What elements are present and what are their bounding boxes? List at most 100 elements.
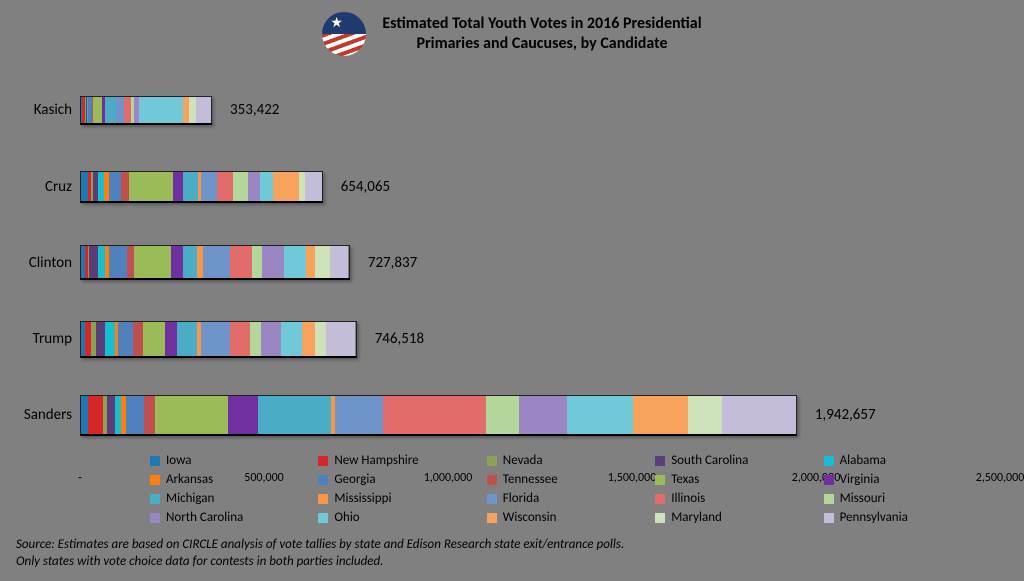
bar-segment xyxy=(129,172,173,201)
legend-item: Ohio xyxy=(318,508,478,527)
legend-swatch xyxy=(318,513,328,523)
bar-segment xyxy=(722,396,796,434)
legend-item: Pennsylvania xyxy=(824,508,984,527)
legend-item: Wisconsin xyxy=(487,508,647,527)
legend-swatch xyxy=(655,456,665,466)
legend-item: Virginia xyxy=(824,470,984,489)
bar-segment xyxy=(230,322,250,356)
bar-row-sanders: Sanders1,942,657 xyxy=(80,396,1000,434)
bar-segment xyxy=(109,246,127,278)
plot-area: Kasich353,422Cruz654,065Clinton727,837Tr… xyxy=(80,80,1000,461)
legend-label: Virginia xyxy=(840,472,880,487)
legend-swatch xyxy=(487,513,497,523)
legend-swatch xyxy=(318,475,328,485)
legend-swatch xyxy=(318,456,328,466)
bar-segment xyxy=(633,396,688,434)
legend-label: Wisconsin xyxy=(503,510,557,525)
legend-label: Arkansas xyxy=(166,472,213,487)
legend-label: Mississippi xyxy=(334,491,391,506)
stacked-bar xyxy=(80,395,797,436)
bar-segment xyxy=(133,322,143,356)
legend-item: Texas xyxy=(655,470,815,489)
bar-segment xyxy=(155,396,229,434)
bar-row-trump: Trump746,518 xyxy=(80,322,1000,356)
legend-item: Nevada xyxy=(487,451,647,470)
bar-segment xyxy=(260,172,273,201)
bar-segment xyxy=(688,396,722,434)
bar-row-clinton: Clinton727,837 xyxy=(80,247,1000,279)
bar-segment xyxy=(134,246,171,278)
bar-segment xyxy=(183,246,198,278)
bar-segment xyxy=(262,246,284,278)
bar-segment xyxy=(107,396,114,434)
candidate-label: Trump xyxy=(33,330,80,348)
legend: IowaNew HampshireNevadaSouth CarolinaAla… xyxy=(150,451,984,527)
bar-segment xyxy=(258,396,332,434)
bar-segment xyxy=(228,396,257,434)
legend-label: Georgia xyxy=(334,472,375,487)
bar-segment xyxy=(109,172,121,201)
total-label: 654,065 xyxy=(323,178,390,196)
bar-segment xyxy=(173,172,183,201)
bar-segment xyxy=(165,322,177,356)
bar-segment xyxy=(124,97,131,123)
total-label: 353,422 xyxy=(212,101,279,119)
legend-label: Texas xyxy=(671,472,699,487)
chart-container: Estimated Total Youth Votes in 2016 Pres… xyxy=(0,0,1024,581)
bar-segment xyxy=(81,396,88,434)
bar-segment xyxy=(116,97,124,123)
bar-segment xyxy=(330,246,348,278)
bar-segment xyxy=(233,172,248,201)
legend-label: Florida xyxy=(503,491,539,506)
legend-item: North Carolina xyxy=(150,508,310,527)
legend-label: Illinois xyxy=(671,491,705,506)
legend-swatch xyxy=(150,513,160,523)
bar-row-cruz: Cruz654,065 xyxy=(80,172,1000,201)
bar-segment xyxy=(383,396,486,434)
candidate-label: Clinton xyxy=(29,254,80,272)
bar-segment xyxy=(177,322,197,356)
circle-logo xyxy=(322,12,366,56)
bar-segment xyxy=(98,246,105,278)
legend-label: Tennessee xyxy=(503,472,558,487)
legend-label: Michigan xyxy=(166,491,214,506)
bar-segment xyxy=(196,97,211,123)
candidate-label: Cruz xyxy=(45,178,80,196)
title-line-1: Estimated Total Youth Votes in 2016 Pres… xyxy=(382,14,701,33)
legend-swatch xyxy=(150,456,160,466)
legend-label: Alabama xyxy=(840,453,886,468)
legend-swatch xyxy=(655,494,665,504)
title-line-2: Primaries and Caucuses, by Candidate xyxy=(416,34,667,53)
legend-item: New Hampshire xyxy=(318,451,478,470)
bar-segment xyxy=(305,172,322,201)
bar-segment xyxy=(105,322,115,356)
bar-segment xyxy=(88,396,103,434)
legend-item: Illinois xyxy=(655,489,815,508)
source-text: Source: Estimates are based on CIRCLE an… xyxy=(16,536,624,571)
bar-segment xyxy=(250,322,261,356)
stacked-bar xyxy=(80,96,212,125)
legend-swatch xyxy=(487,456,497,466)
legend-label: South Carolina xyxy=(671,453,748,468)
bar-segment xyxy=(284,246,306,278)
bar-segment xyxy=(201,172,217,201)
legend-item: Florida xyxy=(487,489,647,508)
legend-swatch xyxy=(655,475,665,485)
bar-segment xyxy=(81,172,88,201)
legend-swatch xyxy=(824,475,834,485)
legend-swatch xyxy=(655,513,665,523)
source-line-2: Only states with vote choice data for co… xyxy=(16,554,383,569)
legend-item: Mississippi xyxy=(318,489,478,508)
legend-label: Pennsylvania xyxy=(840,510,908,525)
legend-swatch xyxy=(824,494,834,504)
bar-segment xyxy=(273,172,299,201)
bar-segment xyxy=(183,172,198,201)
bar-segment xyxy=(89,246,98,278)
bar-segment xyxy=(144,396,154,434)
bar-segment xyxy=(201,322,230,356)
legend-item: Georgia xyxy=(318,470,478,489)
legend-item: Maryland xyxy=(655,508,815,527)
legend-item: Missouri xyxy=(824,489,984,508)
bar-segment xyxy=(121,172,129,201)
legend-item: Michigan xyxy=(150,489,310,508)
